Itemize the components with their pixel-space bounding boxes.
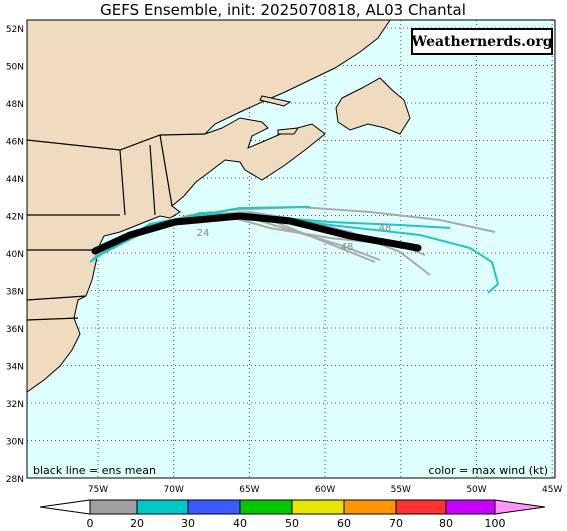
legend-left: black line = ens mean [33, 464, 156, 477]
colorbar-segment [445, 499, 496, 515]
state-borders [26, 133, 206, 321]
watermark: Weathernerds.org [411, 34, 553, 50]
watermark-box [411, 28, 553, 55]
colorbar-label: 100 [485, 517, 506, 530]
lon-label: 55W [391, 485, 411, 495]
colorbar-segment [291, 499, 345, 515]
lon-label: 75W [88, 485, 108, 495]
lon-label: 65W [239, 485, 259, 495]
border [26, 134, 173, 321]
colorbar-label: 20 [130, 517, 144, 530]
map-frame [26, 19, 556, 479]
lat-label: 40N [6, 250, 24, 260]
colorbar-arrow-left [39, 499, 91, 515]
lat-label: 30N [6, 438, 24, 448]
track-hour-label: 48 [379, 223, 392, 234]
lon-label: 60W [315, 485, 335, 495]
border [26, 133, 206, 151]
pei-island [277, 127, 300, 135]
lat-label: 52N [6, 25, 24, 35]
lat-label: 32N [6, 400, 24, 410]
colorbar-label: 70 [389, 517, 403, 530]
lon-label: 50W [466, 485, 486, 495]
title: GEFS Ensemble, init: 2025070818, AL03 Ch… [100, 1, 466, 19]
lat-label: 42N [6, 213, 24, 223]
colorbar-label: 80 [439, 517, 453, 530]
legend-right: color = max wind (kt) [428, 464, 548, 477]
anticosti-island [259, 95, 292, 107]
ensemble-mean-track [91, 212, 422, 255]
colorbar-segment [343, 499, 397, 515]
colorbar-label: 60 [337, 517, 351, 530]
colorbar-segment [89, 499, 138, 515]
track-hour-label: 48 [341, 242, 354, 253]
lon-label: 45W [542, 485, 562, 495]
colorbar-arrow-right [494, 499, 546, 515]
lat-label: 44N [6, 175, 24, 185]
colorbar-segment [239, 499, 293, 515]
lat-label: 34N [6, 363, 24, 373]
lon-label: 70W [164, 485, 184, 495]
colorbar-segment [187, 499, 241, 515]
lat-label: 36N [6, 325, 24, 335]
lat-label: 50N [6, 63, 24, 73]
colorbar: 0 20 30 40 50 60 70 80 100 [39, 499, 546, 530]
colorbar-segment [395, 499, 447, 515]
colorbar-label: 30 [181, 517, 195, 530]
lat-label: 48N [6, 100, 24, 110]
colorbar-label: 40 [233, 517, 247, 530]
colorbar-label: 50 [285, 517, 299, 530]
lat-label: 28N [6, 475, 24, 485]
lat-label: 46N [6, 138, 24, 148]
colorbar-label: 0 [87, 517, 94, 530]
colorbar-segment [136, 499, 189, 515]
track-hour-label: 24 [197, 228, 210, 239]
newfoundland [335, 77, 411, 135]
lat-label: 38N [6, 288, 24, 298]
